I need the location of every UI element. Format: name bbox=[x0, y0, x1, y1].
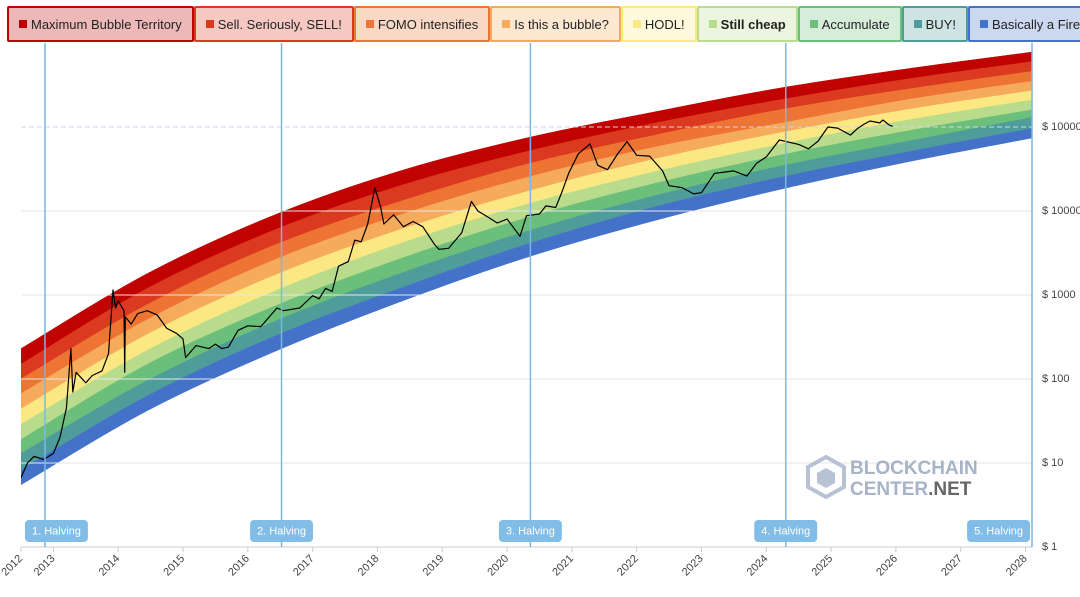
x-tick-label: 2025 bbox=[809, 553, 835, 579]
x-tick-label: 2020 bbox=[485, 553, 511, 579]
legend-label: Basically a Fire Sale bbox=[991, 16, 1080, 32]
logo-hex bbox=[806, 454, 846, 500]
x-tick-label: 2012 bbox=[0, 553, 25, 579]
legend-label: Sell. Seriously, SELL! bbox=[217, 16, 342, 32]
legend-swatch bbox=[913, 20, 922, 28]
legend-swatch bbox=[19, 20, 27, 28]
legend-item[interactable]: Basically a Fire Sale bbox=[967, 6, 1080, 42]
x-tick-label: 2028 bbox=[1004, 553, 1030, 579]
legend-label: Maximum Bubble Territory bbox=[31, 16, 182, 32]
legend-label: FOMO intensifies bbox=[377, 16, 479, 32]
legend-swatch bbox=[809, 20, 818, 28]
y-tick-label: $ 10000 bbox=[1042, 205, 1080, 217]
legend-swatch bbox=[365, 20, 374, 28]
legend-label: Still cheap bbox=[720, 16, 786, 32]
legend-label: HODL! bbox=[644, 16, 685, 32]
legend-label: Is this a bubble? bbox=[514, 16, 609, 32]
x-tick-label: 2015 bbox=[161, 553, 187, 579]
legend-label: Accumulate bbox=[821, 16, 890, 32]
marks bbox=[21, 119, 893, 478]
halving-label: 3. Halving bbox=[506, 525, 555, 537]
legend-item[interactable]: Sell. Seriously, SELL! bbox=[193, 6, 354, 42]
halving-badge bbox=[967, 520, 1030, 542]
x-tick-label: 2016 bbox=[226, 553, 252, 579]
halving-label: 2. Halving bbox=[257, 525, 306, 537]
watermark-bottom: CENTER.NET bbox=[850, 479, 972, 500]
price-line bbox=[21, 119, 893, 478]
grid bbox=[21, 126, 1032, 548]
rainbow-band bbox=[21, 128, 1032, 486]
legend-swatch bbox=[502, 20, 511, 28]
legend-swatch bbox=[979, 20, 988, 28]
legend-item[interactable]: HODL! bbox=[620, 6, 697, 42]
halving-badge bbox=[25, 520, 88, 542]
x-tick-label: 2023 bbox=[680, 553, 706, 579]
legend-swatch bbox=[708, 20, 717, 28]
halving-badge bbox=[498, 520, 562, 542]
legend-swatch bbox=[632, 20, 641, 28]
halving-label: 5. Halving bbox=[974, 525, 1023, 537]
logo-cube bbox=[817, 468, 835, 488]
legend-swatch bbox=[205, 20, 214, 28]
y-tick-label: $ 1 bbox=[1042, 541, 1057, 553]
legend-item[interactable]: FOMO intensifies bbox=[353, 6, 491, 42]
x-tick-label: 2018 bbox=[356, 553, 382, 579]
x-tick-label: 2026 bbox=[874, 553, 900, 579]
y-tick-label: $ 100 bbox=[1042, 373, 1070, 385]
legend-item[interactable]: Accumulate bbox=[797, 6, 902, 42]
watermark-bottom-text: CENTER bbox=[850, 479, 928, 500]
watermark-top: BLOCKCHAIN bbox=[850, 458, 978, 479]
watermark-logo bbox=[806, 454, 846, 500]
legend-item[interactable]: Maximum Bubble Territory bbox=[7, 6, 194, 42]
halving-badge bbox=[754, 520, 818, 542]
y-tick-label: $ 1000 bbox=[1042, 289, 1076, 301]
y-tick-label: $ 10 bbox=[1042, 457, 1063, 469]
x-tick-label: 2019 bbox=[421, 553, 447, 579]
bands bbox=[21, 51, 1032, 486]
legend-item[interactable]: BUY! bbox=[901, 6, 968, 42]
legend-label: BUY! bbox=[925, 16, 956, 32]
x-tick-label: 2022 bbox=[615, 553, 641, 579]
halving-label: 4. Halving bbox=[761, 525, 810, 537]
halving-label: 1. Halving bbox=[32, 525, 81, 537]
legend-item[interactable]: Still cheap bbox=[696, 6, 798, 42]
y-tick-label: $ 10000 bbox=[1042, 121, 1080, 133]
x-tick-label: 2013 bbox=[32, 553, 58, 579]
legend: Maximum Bubble Territory Sell. Seriously,… bbox=[7, 6, 1080, 42]
legend-item[interactable]: Is this a bubble? bbox=[490, 6, 621, 42]
x-tick-label: 2021 bbox=[550, 553, 576, 579]
x-tick-label: 2014 bbox=[97, 553, 123, 579]
x-tick-label: 2024 bbox=[745, 553, 771, 579]
watermark-suffix: .NET bbox=[928, 479, 972, 500]
x-tick-label: 2027 bbox=[939, 553, 965, 579]
x-tick-label: 2017 bbox=[291, 553, 317, 579]
halving-badge bbox=[250, 520, 313, 542]
